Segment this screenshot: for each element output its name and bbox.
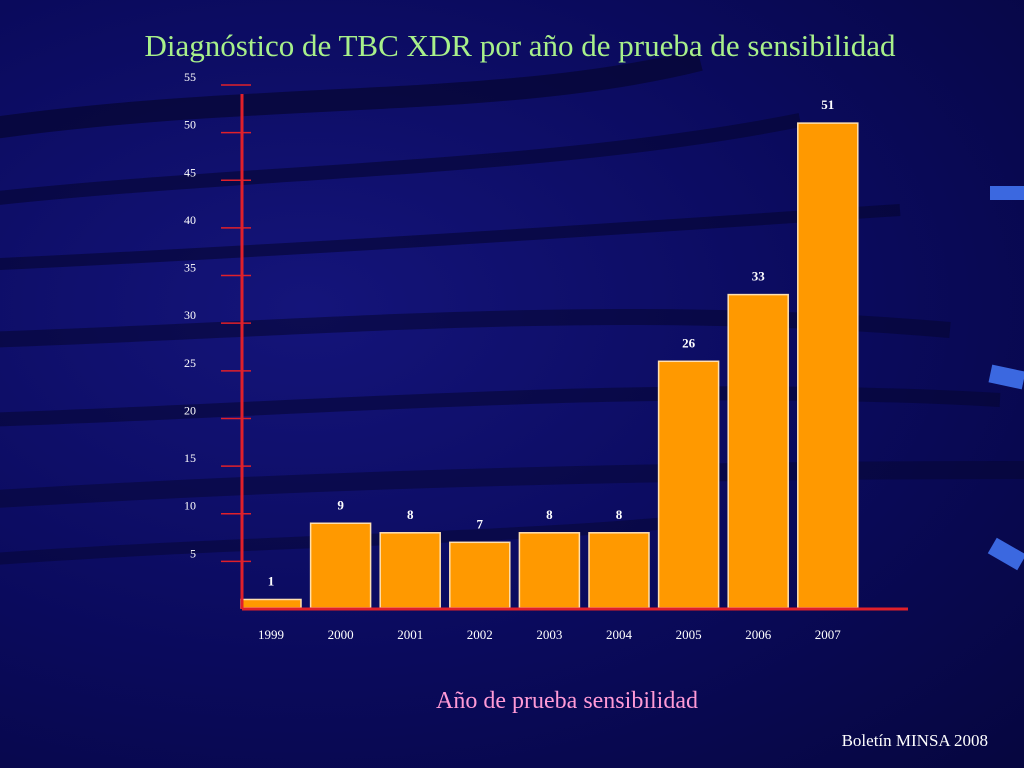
y-tick-label: 5 (190, 546, 196, 560)
y-tick-label: 50 (184, 118, 196, 132)
x-tick-label-2000: 2000 (328, 627, 354, 642)
bar-2001 (379, 532, 441, 609)
x-tick-label-2002: 2002 (467, 627, 493, 642)
x-tick-label-2001: 2001 (397, 627, 423, 642)
x-ticks-group: 1999 2000 2001 2002 2003 2004 2005 2006 2007 (258, 627, 841, 642)
bar-2005 (657, 360, 720, 609)
data-label-1999: 1 (268, 573, 275, 588)
bar-2004 (588, 532, 650, 609)
x-tick-label-2006: 2006 (745, 627, 772, 642)
x-tick-label-2003: 2003 (536, 627, 562, 642)
data-label-2003: 8 (546, 507, 553, 522)
y-tick-label: 10 (184, 499, 196, 513)
edge-accent-3 (987, 537, 1024, 571)
data-label-2006: 33 (752, 269, 766, 284)
chart-title: Diagnóstico de TBC XDR por año de prueba… (144, 28, 896, 63)
edge-accent-1 (990, 186, 1024, 200)
data-label-2007: 51 (821, 97, 834, 112)
y-tick-label: 30 (184, 308, 196, 322)
data-label-2002: 7 (477, 516, 484, 531)
bar-2003 (518, 532, 581, 609)
x-axis-label: Año de prueba sensibilidad (436, 688, 698, 714)
x-tick-label-2005: 2005 (676, 627, 702, 642)
x-tick-label-2007: 2007 (815, 627, 842, 642)
data-label-2001: 8 (407, 507, 414, 522)
x-tick-label-2004: 2004 (606, 627, 633, 642)
edge-accent-2 (988, 364, 1024, 390)
y-tick-label: 25 (184, 356, 196, 370)
x-tick-label-1999: 1999 (258, 627, 284, 642)
bar-2007 (797, 122, 859, 609)
y-tick-label: 15 (184, 451, 196, 465)
y-tick-label: 45 (184, 165, 196, 179)
bar-2002 (449, 541, 511, 609)
y-ticks-group: 5 10 15 20 25 30 35 40 45 50 55 (184, 70, 251, 563)
data-label-2005: 26 (682, 335, 696, 350)
bars-group: 1 9 8 7 8 8 26 33 51 (240, 97, 859, 609)
y-tick-label: 35 (184, 261, 196, 275)
data-label-2000: 9 (337, 497, 344, 512)
data-label-2004: 8 (616, 507, 623, 522)
bar-2006 (727, 293, 789, 609)
y-tick-label: 55 (184, 70, 196, 84)
y-tick-label: 20 (184, 403, 196, 417)
source-citation: Boletín MINSA 2008 (841, 731, 988, 750)
bar-1999 (240, 598, 302, 609)
y-tick-label: 40 (184, 213, 196, 227)
bar-2000 (309, 522, 372, 609)
